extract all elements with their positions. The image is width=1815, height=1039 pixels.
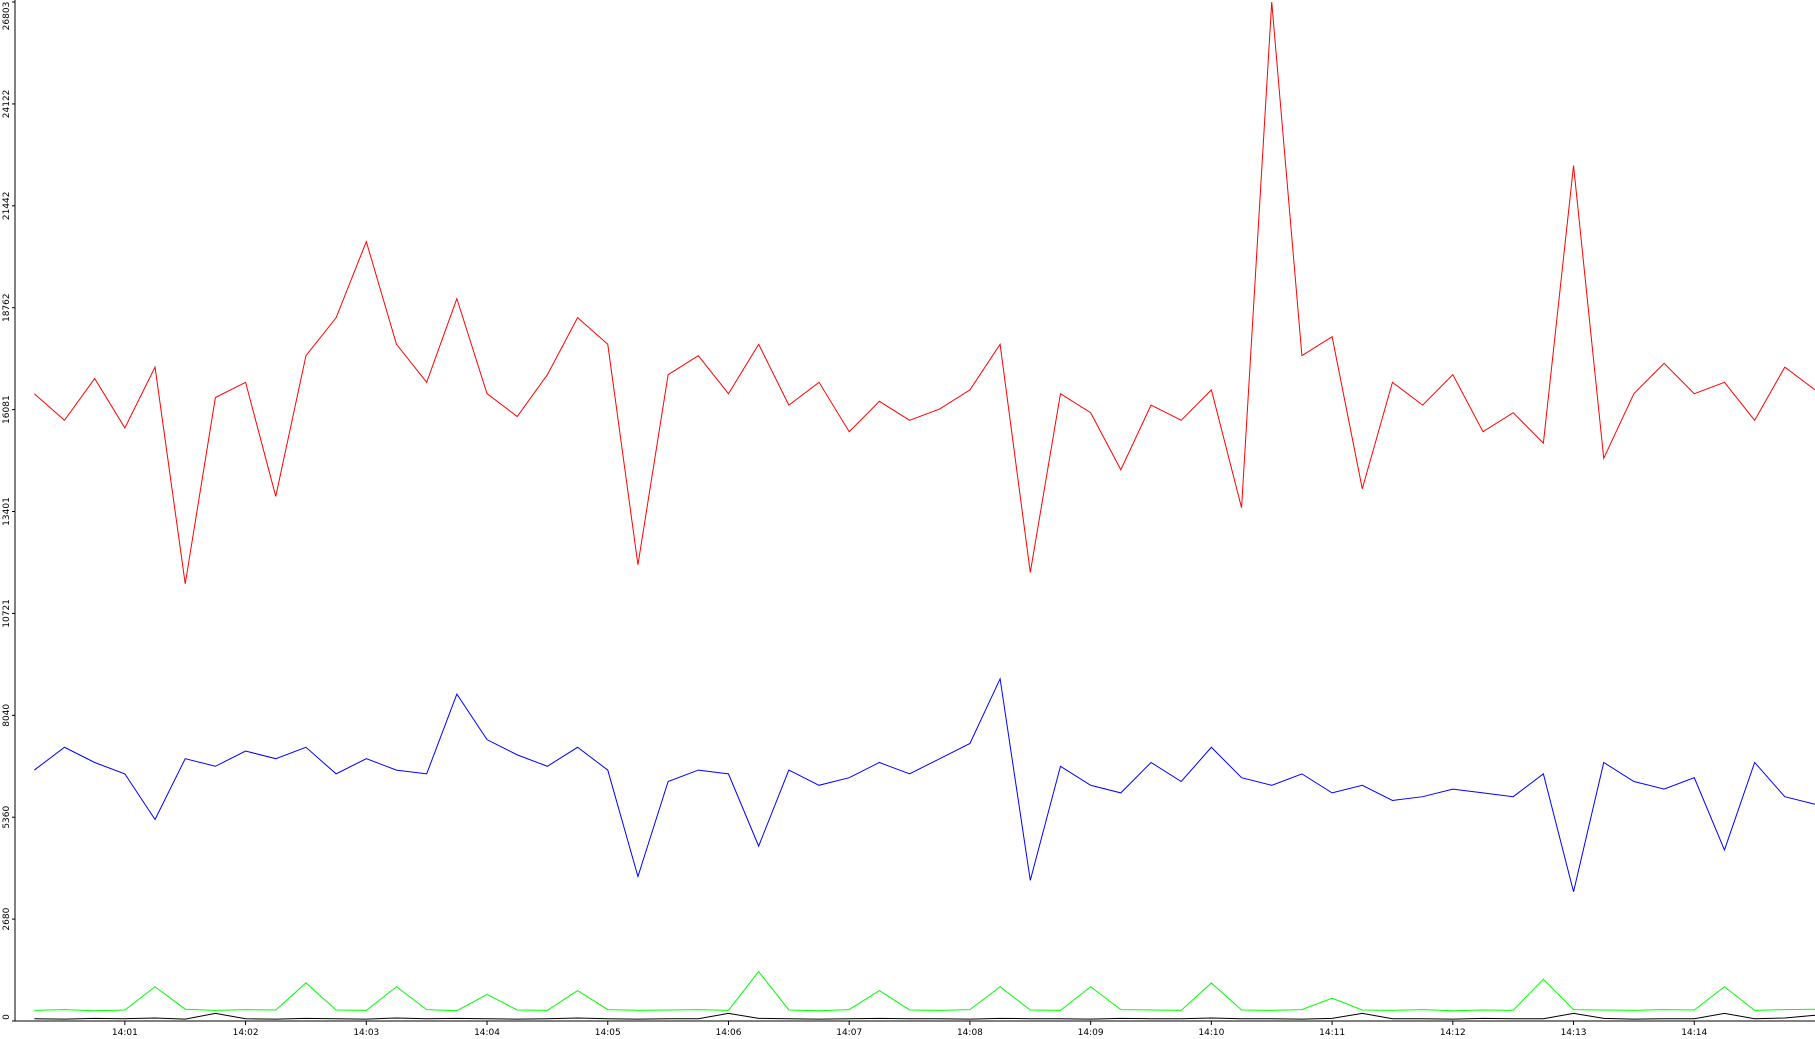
y-tick-label: 21442 (2, 191, 12, 220)
y-tick-label: 0 (2, 1014, 12, 1020)
x-tick-label: 14:02 (233, 1028, 259, 1038)
x-tick-label: 14:14 (1681, 1028, 1707, 1038)
x-tick-label: 14:11 (1319, 1028, 1345, 1038)
x-tick-label: 14:07 (836, 1028, 862, 1038)
x-tick-label: 14:03 (353, 1028, 379, 1038)
x-tick-label: 14:06 (716, 1028, 742, 1038)
x-tick-label: 14:05 (595, 1028, 621, 1038)
y-tick-label: 2680 (2, 907, 12, 930)
y-tick-label: 18762 (2, 293, 12, 322)
y-tick-label: 5360 (2, 805, 12, 828)
x-tick-label: 14:12 (1440, 1028, 1466, 1038)
y-tick-label: 13401 (2, 497, 12, 526)
series-line (33, 1, 1815, 584)
series-line (34, 970, 1815, 1012)
series-line (34, 677, 1815, 892)
x-tick-label: 14:08 (957, 1028, 983, 1038)
x-tick-label: 14:04 (474, 1028, 500, 1038)
y-tick-label: 26803 (2, 2, 12, 31)
x-tick-label: 14:01 (112, 1028, 138, 1038)
y-tick-label: 8040 (2, 704, 12, 727)
y-tick-label: 16081 (2, 395, 12, 424)
y-tick-label: 24122 (2, 90, 12, 119)
series-line (34, 1012, 1815, 1020)
x-tick-label: 14:13 (1561, 1028, 1587, 1038)
x-tick-label: 14:09 (1078, 1028, 1104, 1038)
y-tick-label: 10721 (2, 599, 12, 628)
x-tick-label: 14:10 (1198, 1028, 1224, 1038)
